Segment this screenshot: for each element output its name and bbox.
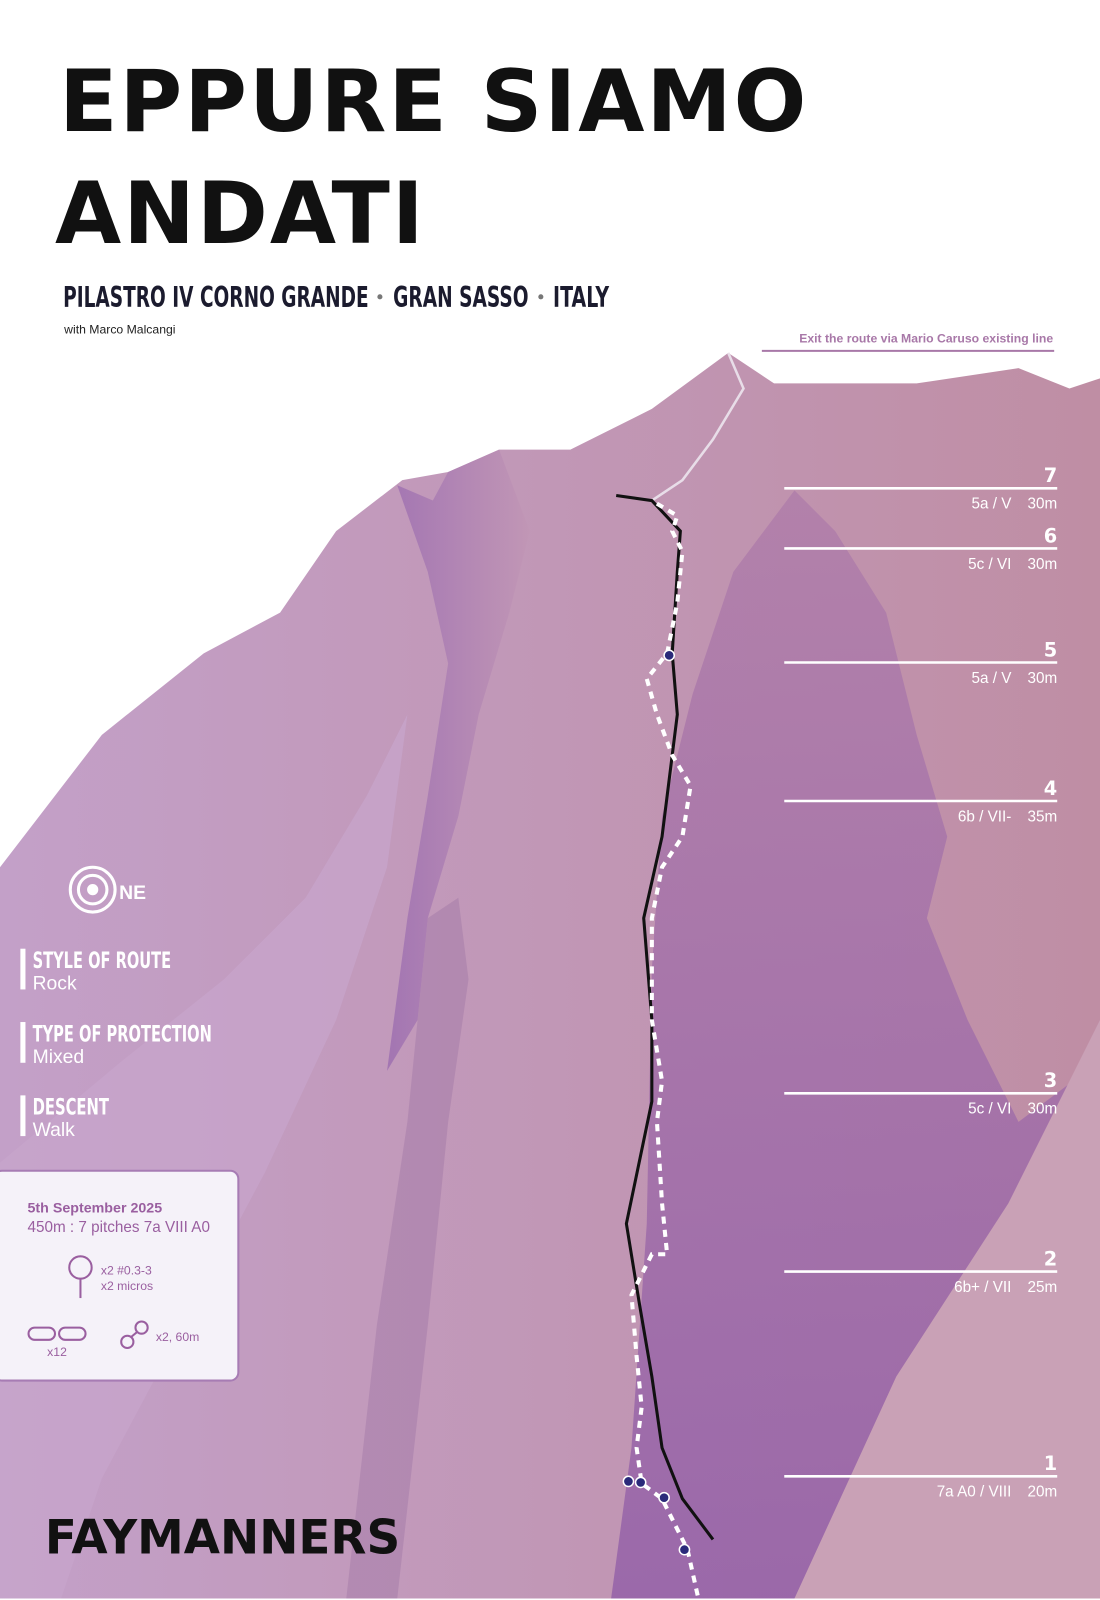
pitch-grade: 6b+ / VII xyxy=(954,1279,1011,1296)
pitch-number: 6 xyxy=(1044,524,1057,547)
info-value: Rock xyxy=(33,972,77,994)
crack-line xyxy=(615,493,715,1541)
date: 5th September 2025 xyxy=(28,1201,163,1217)
location: ITALY xyxy=(553,281,609,314)
compass-icon xyxy=(68,865,117,914)
quickdraw-icon xyxy=(27,1326,87,1341)
title-line: ANDATI xyxy=(55,165,426,264)
right-face xyxy=(794,1020,1100,1599)
pitch-grade: 5c / VI xyxy=(968,556,1011,573)
pitch-length: 30m xyxy=(1028,670,1058,687)
pitch-number: 1 xyxy=(1044,1452,1057,1475)
pitch-grade: 5c / VI xyxy=(968,1101,1011,1118)
cam-icon xyxy=(68,1255,93,1299)
separator xyxy=(538,294,544,300)
info-bar xyxy=(20,1095,26,1137)
separator xyxy=(377,294,383,300)
gully xyxy=(387,449,530,1071)
rope-icon xyxy=(120,1320,149,1349)
pitch-list: 7 5a / V 30m 6 5c / VI 30m 5 5a / V 30m 4 6b / VII… xyxy=(784,464,1058,1501)
info-heading: STYLE OF ROUTE xyxy=(33,948,172,974)
info-bar xyxy=(20,948,26,990)
exit-line xyxy=(651,352,745,502)
pitch-length: 25m xyxy=(1028,1279,1058,1296)
pitch-number: 7 xyxy=(1044,464,1057,487)
location: PILASTRO IV CORNO GRANDE xyxy=(63,281,369,314)
location: GRAN SASSO xyxy=(393,281,528,314)
pitch-length: 30m xyxy=(1028,496,1058,513)
info-bar xyxy=(20,1022,26,1063)
credit: with Marco Malcangi xyxy=(63,323,175,337)
aspect: NE xyxy=(119,882,146,904)
gear-cams: x2 micros xyxy=(101,1279,153,1293)
info-heading: TYPE OF PROTECTION xyxy=(33,1021,212,1047)
pitch-grade: 7a A0 / VIII xyxy=(937,1484,1012,1501)
gear-ropes: x2, 60m xyxy=(156,1330,199,1344)
pitch-grade: 6b / VII- xyxy=(958,808,1011,825)
pitch-length: 35m xyxy=(1028,808,1058,825)
info-value: Mixed xyxy=(33,1046,85,1068)
summary: 450m : 7 pitches 7a VIII A0 xyxy=(28,1219,210,1236)
pitch-grade: 5a / V xyxy=(971,496,1012,513)
belay-bolts xyxy=(622,649,691,1556)
pitch-grade: 5a / V xyxy=(971,670,1012,687)
route-line xyxy=(629,498,700,1596)
pitch-length: 30m xyxy=(1028,1101,1058,1118)
pitch-length: 30m xyxy=(1028,556,1058,573)
pitch-number: 5 xyxy=(1044,638,1057,661)
title-line: EPPURE SIAMO xyxy=(59,53,808,152)
info-value: Walk xyxy=(33,1119,76,1141)
pitch-number: 3 xyxy=(1044,1069,1057,1092)
gear-quickdraws: x12 xyxy=(47,1345,67,1359)
brand: FAYMANNERS xyxy=(45,1512,400,1566)
gear-card xyxy=(0,1169,240,1382)
pillar-shadow xyxy=(346,897,469,1599)
pitch-length: 20m xyxy=(1028,1484,1058,1501)
pitch-number: 2 xyxy=(1044,1247,1057,1270)
exit-note: Exit the route via Mario Caruso existing… xyxy=(799,332,1053,346)
pitch-number: 4 xyxy=(1044,777,1057,800)
gear-cams: x2 #0.3-3 xyxy=(101,1264,152,1278)
info-heading: DESCENT xyxy=(33,1095,110,1121)
